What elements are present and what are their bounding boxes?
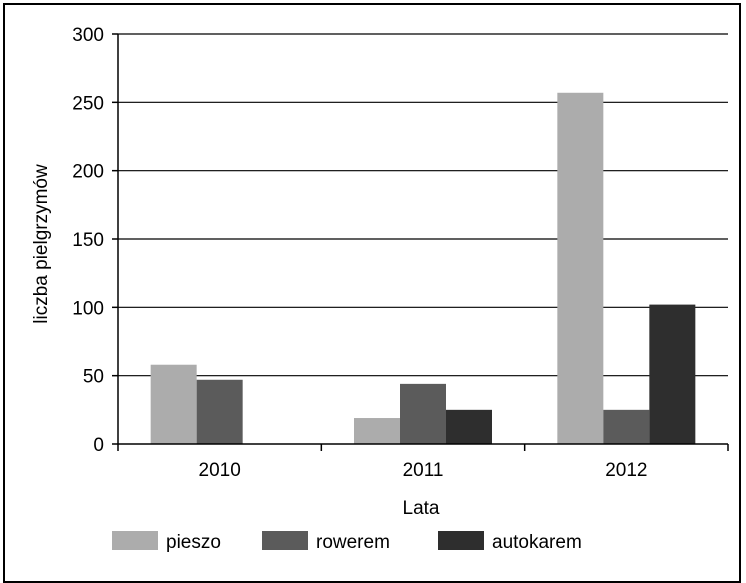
x-tick-label: 2011 — [403, 460, 444, 481]
y-tick-label: 300 — [72, 25, 104, 46]
legend-label-autokarem: autokarem — [492, 532, 582, 553]
y-axis-title: liczba pielgrzymów — [31, 164, 52, 324]
x-tick-label: 2010 — [199, 460, 241, 481]
x-axis-title: Lata — [403, 498, 440, 519]
y-tick-label: 200 — [72, 162, 104, 183]
y-tick-label: 0 — [93, 435, 104, 456]
bar-pieszo-2011 — [354, 418, 400, 444]
bar-pieszo-2012 — [557, 92, 604, 445]
y-tick-label: 150 — [72, 230, 104, 251]
legend-swatch-pieszo — [112, 531, 158, 550]
bar-autokarem-2012 — [649, 304, 696, 444]
y-tick-label: 250 — [72, 93, 104, 114]
bar-rowerem-2012 — [603, 409, 650, 444]
y-tick-label: 100 — [72, 298, 104, 319]
y-tick-label: 50 — [83, 367, 104, 388]
bar-autokarem-2011 — [446, 409, 492, 444]
x-tick-label: 2012 — [605, 460, 647, 481]
bars — [150, 92, 696, 445]
bar-rowerem-2011 — [400, 383, 446, 444]
gridlines — [118, 33, 728, 377]
bar-rowerem-2010 — [196, 379, 243, 444]
bar-pieszo-2010 — [150, 364, 197, 444]
legend-label-rowerem: rowerem — [316, 532, 390, 553]
legend-swatch-rowerem — [262, 531, 308, 550]
axes: 0 50 100 150 200 250 300 2010 2011 2012 — [72, 25, 729, 481]
legend-swatch-autokarem — [438, 531, 484, 550]
legend-label-pieszo: pieszo — [166, 532, 221, 553]
legend: pieszo rowerem autokarem — [112, 531, 582, 553]
bar-chart: 0 50 100 150 200 250 300 2010 2011 2012 liczba pi… — [31, 25, 729, 553]
